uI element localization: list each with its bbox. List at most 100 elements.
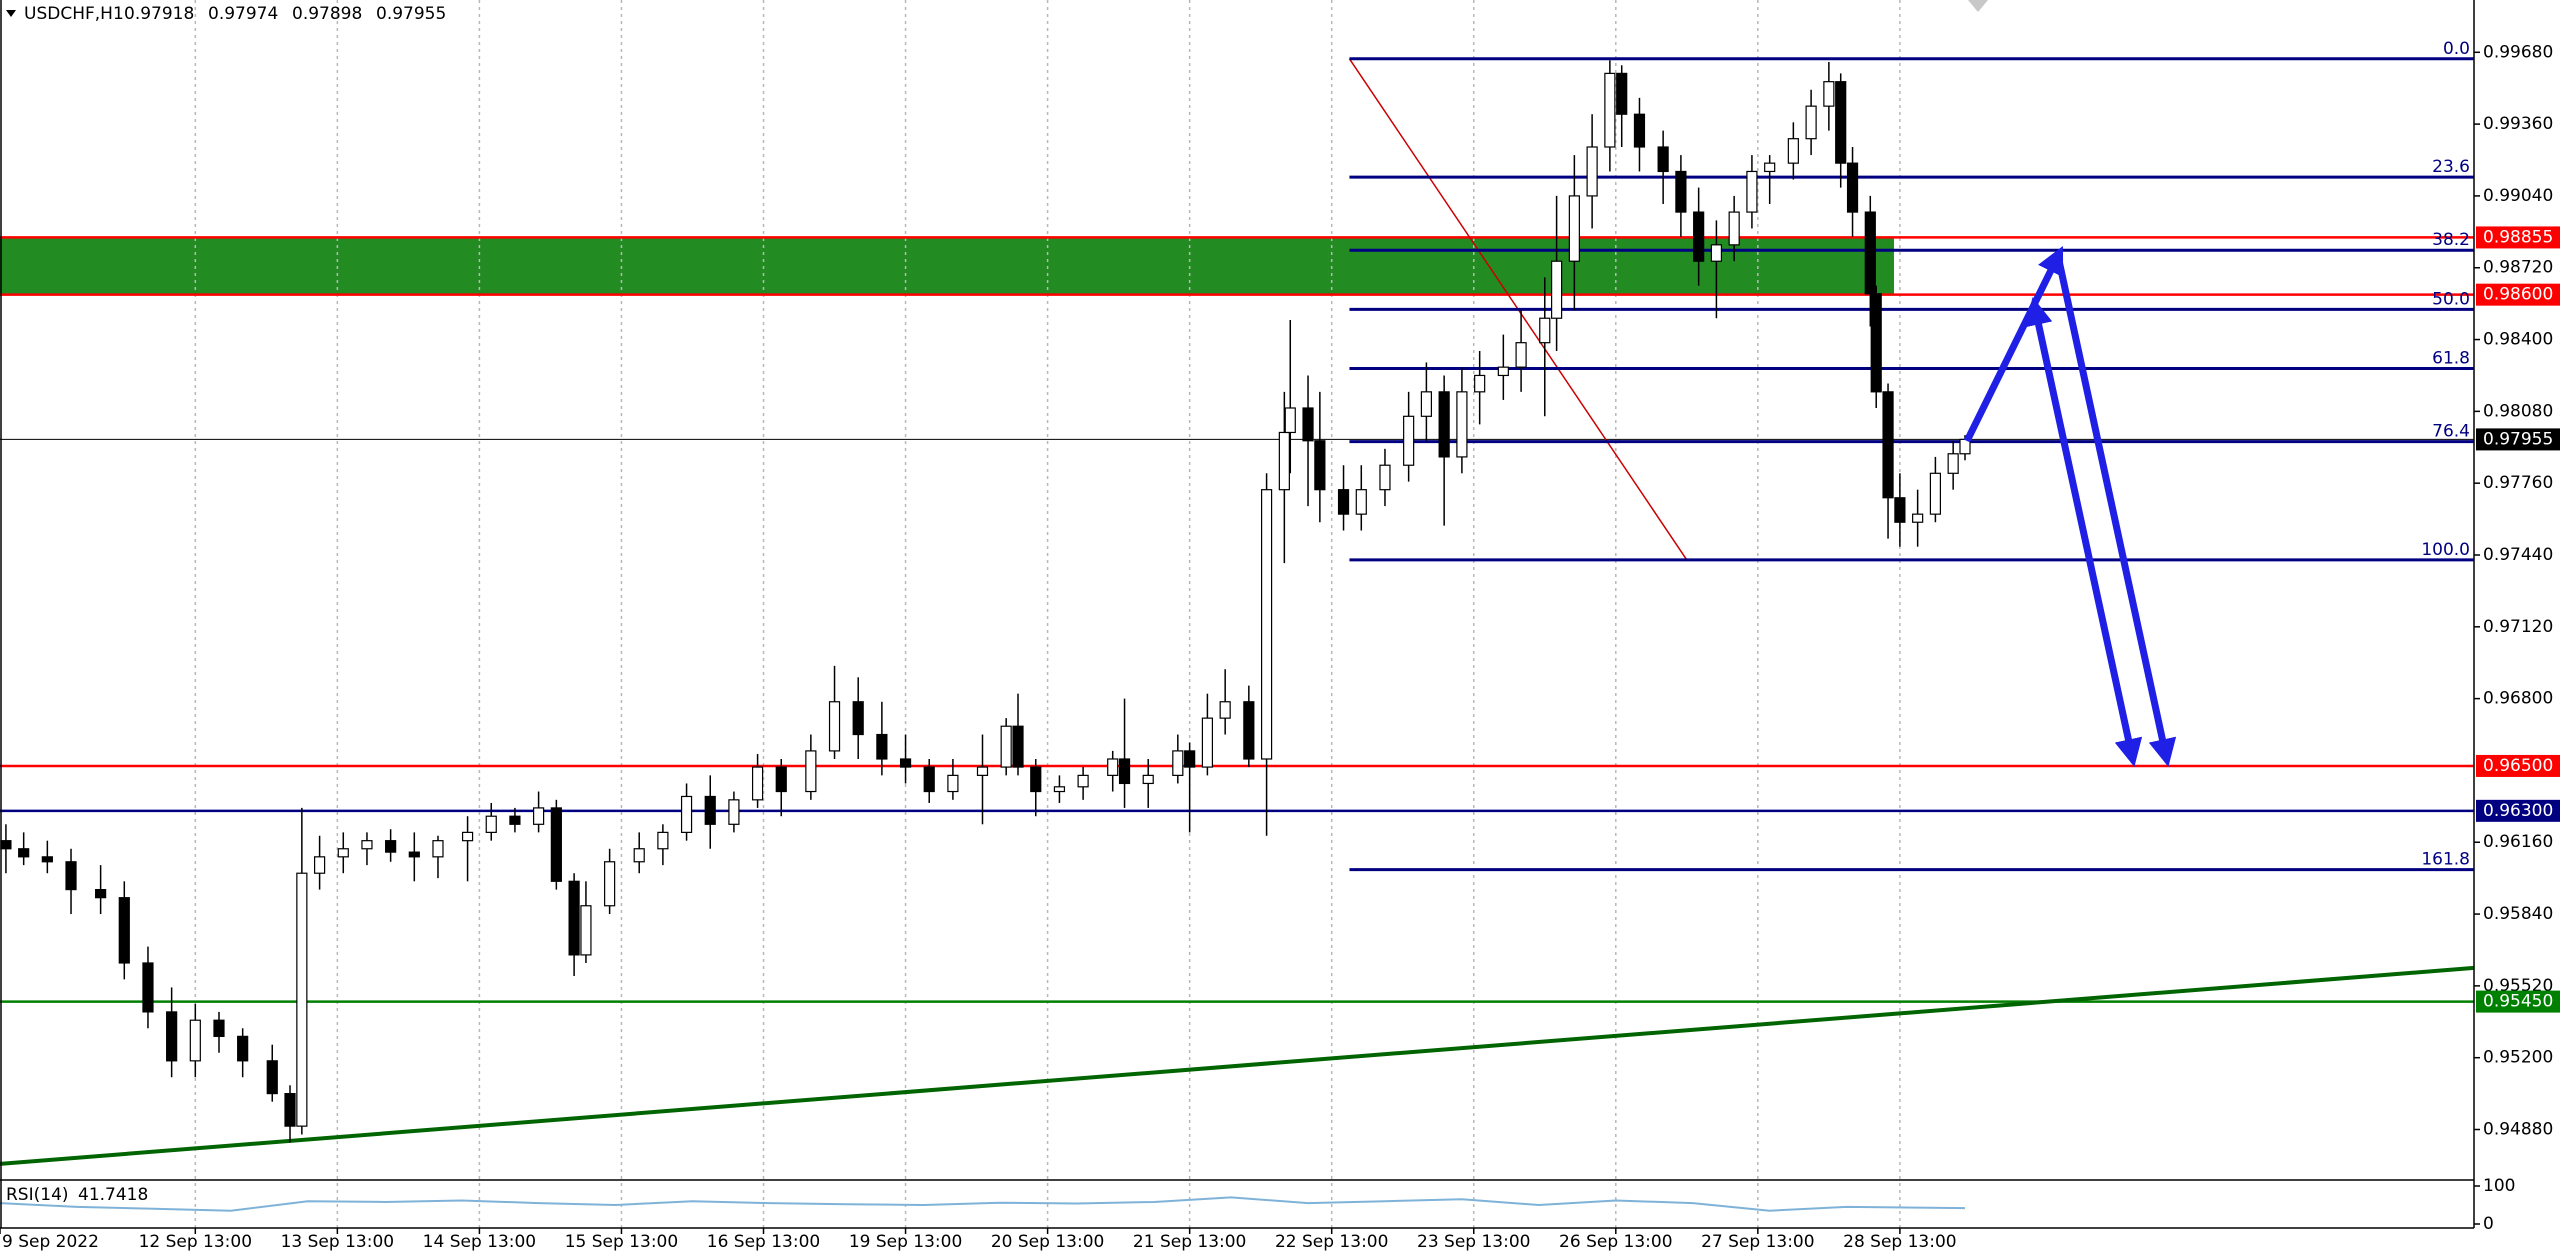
rsi-y-tick-label: 100: [2483, 1176, 2515, 1196]
price-level-tag: [2476, 283, 2560, 306]
header-triangle: [6, 10, 16, 17]
candle-body: [1284, 407, 1296, 434]
candle-body: [704, 795, 716, 825]
candle-body: [408, 851, 420, 858]
candle-body: [1219, 701, 1231, 719]
candle-body: [828, 701, 841, 752]
candle-body: [18, 848, 30, 858]
price-level-tag: [2476, 428, 2560, 451]
candle-body: [1539, 317, 1551, 344]
candle-body: [1438, 391, 1450, 458]
x-tick-label: 19 Sep 13:00: [849, 1232, 962, 1252]
candle-body: [604, 861, 616, 907]
price-level-label: 0.98855: [2483, 227, 2553, 247]
candle-body: [1947, 453, 1959, 474]
candle-body: [1243, 701, 1255, 760]
fib-level-label: 100.0: [2421, 540, 2470, 560]
candle-body: [461, 831, 474, 842]
fib-level-label: 161.8: [2421, 850, 2470, 870]
rsi-label: RSI(14): [6, 1185, 69, 1205]
candles-layer: [0, 60, 1971, 1143]
y-tick-label: 0.98400: [2483, 330, 2553, 350]
candle-body: [1302, 407, 1314, 442]
candle-body: [1551, 260, 1563, 319]
candle-body: [728, 799, 740, 825]
header-close: 0.97955: [376, 4, 446, 24]
candle-body: [1201, 717, 1214, 768]
candle-body: [1355, 489, 1367, 515]
candle-body: [1278, 431, 1290, 491]
x-tick-label: 28 Sep 13:00: [1843, 1232, 1956, 1252]
candle-body: [166, 1011, 178, 1062]
candle-body: [568, 880, 580, 956]
candle-body: [189, 1019, 201, 1062]
candle-body: [41, 856, 53, 863]
price-level-label: 0.97955: [2483, 429, 2553, 449]
candle-body: [633, 848, 645, 863]
candle-body: [1912, 513, 1924, 523]
candle-body: [237, 1035, 249, 1062]
y-tick-label: 0.99360: [2483, 114, 2553, 134]
candle-body: [284, 1092, 296, 1127]
y-tick-label: 0.99680: [2483, 42, 2553, 62]
trendline: [0, 965, 2475, 1166]
rsi-header: RSI(14) 41.7418: [6, 1185, 148, 1205]
y-tick-label: 0.95840: [2483, 904, 2553, 924]
candle-body: [550, 807, 562, 882]
rsi-line: [0, 1196, 1966, 1212]
candle-body: [680, 795, 693, 833]
candle-body: [1604, 72, 1616, 148]
y-tick-label: 0.95200: [2483, 1048, 2553, 1068]
candle-body: [509, 815, 521, 825]
candle-body: [751, 766, 764, 801]
rsi-y-tick-label: 0: [2483, 1214, 2494, 1234]
fib-level-label: 38.2: [2432, 230, 2470, 250]
zone-layer: [0, 237, 1894, 295]
candle-body: [1633, 113, 1646, 148]
candle-body: [1657, 146, 1669, 173]
x-tick-label: 16 Sep 13:00: [707, 1232, 820, 1252]
x-tick-label: 21 Sep 13:00: [1133, 1232, 1246, 1252]
candle-body: [1172, 750, 1184, 776]
candle-body: [1077, 774, 1089, 788]
candle-body: [805, 750, 817, 793]
candle-body: [1764, 162, 1776, 173]
candle-body: [1030, 766, 1042, 793]
rsi-value: 41.7418: [78, 1185, 148, 1205]
x-tick-label: 15 Sep 13:00: [565, 1232, 678, 1252]
shift-marker: [1968, 0, 1988, 12]
fib-level-label: 23.6: [2432, 157, 2470, 177]
forecast-arrows: [1963, 245, 2177, 767]
candle-body: [1000, 725, 1012, 768]
price-level-label: 0.95450: [2483, 992, 2553, 1012]
candle-body: [1107, 758, 1119, 776]
candle-body: [775, 766, 787, 793]
candle-body: [1675, 170, 1687, 213]
price-level-tag: [2476, 226, 2560, 249]
x-tick-label: 22 Sep 13:00: [1275, 1232, 1388, 1252]
header-open: 0.97918: [124, 4, 194, 24]
header-high: 0.97974: [208, 4, 278, 24]
candle-body: [95, 889, 107, 899]
price-level-tag: [2476, 754, 2560, 777]
candle-body: [361, 840, 373, 850]
x-tick-label: 12 Sep 13:00: [139, 1232, 252, 1252]
fib-level-label: 0.0: [2443, 39, 2470, 59]
candle-body: [1710, 244, 1723, 262]
candle-body: [1746, 170, 1758, 213]
y-tick-label: 0.98080: [2483, 401, 2553, 421]
price-level-label: 0.98600: [2483, 285, 2553, 305]
candle-body: [852, 701, 864, 736]
candle-body: [1894, 497, 1906, 523]
y-tick-label: 0.96800: [2483, 689, 2553, 709]
y-tick-label: 0.97120: [2483, 617, 2553, 637]
candle-body: [0, 840, 12, 850]
x-tick-label: 13 Sep 13:00: [281, 1232, 394, 1252]
candle-body: [1864, 211, 1876, 295]
candle-body: [314, 856, 326, 874]
candle-body: [1053, 786, 1066, 793]
candle-body: [266, 1060, 278, 1095]
